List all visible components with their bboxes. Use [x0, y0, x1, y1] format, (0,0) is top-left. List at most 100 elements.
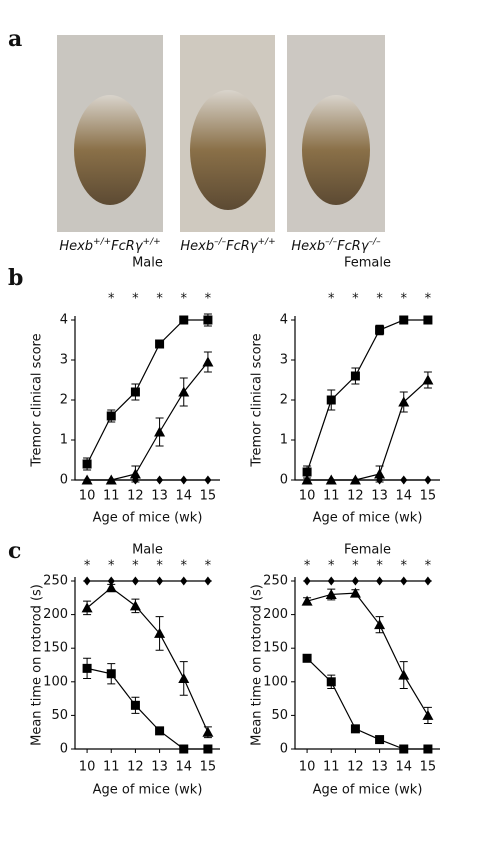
marker	[349, 587, 361, 598]
y-axis-label: Tremor clinical score	[250, 333, 265, 467]
y-tick-label: 50	[51, 708, 68, 723]
x-axis-label: Age of mice (wk)	[93, 511, 203, 526]
y-tick-label: 0	[280, 742, 288, 757]
x-tick-label: 15	[200, 760, 217, 775]
marker	[301, 595, 313, 606]
significance-mark: *	[328, 559, 335, 574]
significance-mark: *	[425, 559, 432, 574]
x-tick-label: 10	[299, 760, 316, 775]
marker	[203, 744, 213, 754]
marker	[350, 724, 360, 734]
marker	[179, 744, 189, 754]
marker	[399, 315, 409, 325]
genotype-label: Hexb–/–FcRγ–/–	[291, 237, 381, 254]
marker	[398, 669, 410, 680]
marker	[351, 576, 359, 586]
x-tick-label: 10	[79, 760, 96, 775]
marker	[156, 576, 164, 586]
marker	[106, 669, 116, 679]
y-axis-label: Mean time on rotorod (s)	[250, 584, 265, 746]
gene: Hexb	[180, 239, 214, 254]
series-line	[87, 361, 209, 481]
marker	[350, 371, 360, 381]
significance-mark: *	[181, 559, 188, 574]
x-tick-label: 14	[395, 760, 412, 775]
series-line	[307, 379, 429, 481]
marker	[422, 709, 434, 720]
mouse	[302, 95, 370, 205]
y-tick-label: 200	[263, 607, 288, 622]
chart: Male Age of mice (wk) Mean time on rotorod…	[30, 543, 220, 798]
marker	[204, 576, 212, 586]
mouse	[190, 90, 266, 210]
marker	[302, 467, 312, 477]
marker	[325, 588, 337, 599]
y-tick-label: 150	[263, 641, 288, 656]
significance-mark: *	[352, 559, 359, 574]
y-tick-label: 50	[271, 708, 288, 723]
significance-mark: *	[425, 292, 432, 307]
x-tick-label: 14	[175, 760, 192, 775]
panel-label: b	[8, 265, 23, 291]
series-line	[306, 657, 428, 750]
significance-mark: *	[205, 559, 212, 574]
significance-mark: *	[108, 559, 115, 574]
y-axis-label: Tremor clinical score	[30, 333, 45, 467]
marker	[154, 426, 166, 437]
marker	[327, 576, 335, 586]
marker	[303, 576, 311, 586]
x-tick-label: 15	[420, 760, 437, 775]
x-tick-label: 13	[371, 489, 388, 504]
marker	[180, 576, 188, 586]
x-tick-label: 15	[420, 489, 437, 504]
x-tick-label: 14	[175, 489, 192, 504]
y-tick-label: 3	[60, 353, 68, 368]
superscript: –/–	[214, 237, 227, 247]
marker	[129, 468, 141, 479]
marker	[83, 475, 91, 485]
marker	[302, 653, 312, 663]
significance-mark: *	[352, 292, 359, 307]
marker	[156, 475, 164, 485]
superscript: +/+	[143, 237, 161, 247]
significance-mark: *	[181, 292, 188, 307]
superscript: –/–	[369, 237, 382, 247]
chart-title: Female	[344, 256, 391, 271]
y-tick-label: 1	[60, 433, 68, 448]
x-tick-label: 11	[323, 489, 340, 504]
marker	[131, 576, 139, 586]
marker	[399, 744, 409, 754]
significance-mark: *	[205, 292, 212, 307]
significance-mark: *	[376, 292, 383, 307]
marker	[106, 411, 116, 421]
marker	[204, 475, 212, 485]
marker	[424, 576, 432, 586]
y-tick-label: 250	[43, 574, 68, 589]
y-tick-label: 1	[280, 433, 288, 448]
x-tick-label: 11	[323, 760, 340, 775]
marker	[398, 396, 410, 407]
y-tick-label: 3	[280, 353, 288, 368]
genotype-label: Hexb+/+FcRγ+/+	[59, 237, 160, 254]
marker	[423, 744, 433, 754]
y-tick-label: 150	[43, 641, 68, 656]
chart: Male Age of mice (wk) Tremor clinical scor…	[30, 256, 220, 526]
panel-label: c	[8, 538, 21, 564]
y-tick-label: 0	[280, 473, 288, 488]
axis	[74, 316, 220, 481]
significance-mark: *	[376, 559, 383, 574]
marker	[376, 576, 384, 586]
x-tick-label: 13	[151, 489, 168, 504]
x-tick-label: 12	[347, 760, 364, 775]
x-tick-label: 11	[103, 760, 120, 775]
axis	[294, 316, 440, 481]
genotype-label: Hexb–/–FcRγ+/+	[180, 237, 275, 254]
marker	[202, 726, 214, 737]
superscript: +/+	[258, 237, 276, 247]
marker	[400, 475, 408, 485]
series-line	[86, 319, 208, 465]
marker	[155, 339, 165, 349]
y-tick-label: 100	[263, 674, 288, 689]
x-axis-label: Age of mice (wk)	[93, 783, 203, 798]
